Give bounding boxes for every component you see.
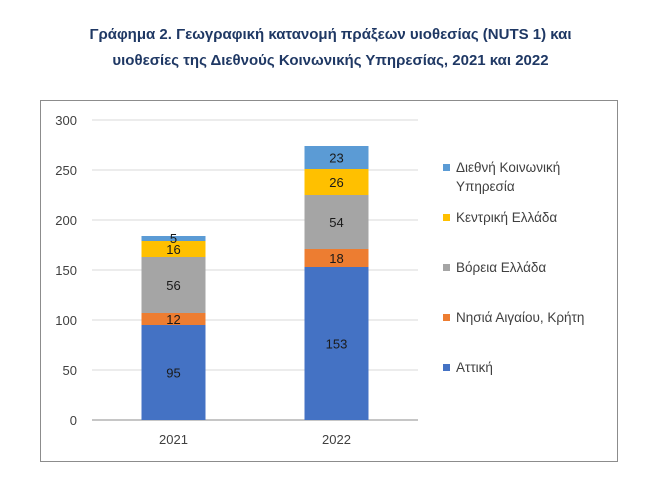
data-label: 5 [170, 231, 177, 246]
x-tick-label: 2021 [159, 432, 188, 447]
bar-segment [141, 241, 206, 257]
chart-title: Γράφημα 2. Γεωγραφική κατανομή πράξεων υ… [0, 22, 661, 74]
data-label: 153 [326, 337, 348, 352]
x-tick-label: 2022 [322, 432, 351, 447]
y-tick-label: 0 [70, 413, 77, 428]
y-tick-label: 200 [55, 213, 77, 228]
bar-segment [304, 249, 369, 267]
y-tick-label: 300 [55, 113, 77, 128]
bar-segment [304, 195, 369, 249]
data-label: 16 [166, 242, 180, 257]
chart-title-line-1: Γράφημα 2. Γεωγραφική κατανομή πράξεων υ… [89, 26, 572, 43]
chart-title-line-2: υιοθεσίες της Διεθνούς Κοινωνικής Υπηρεσ… [112, 52, 549, 69]
legend-swatch [443, 264, 450, 271]
y-tick-label: 50 [63, 363, 77, 378]
bar-segment [141, 325, 206, 420]
data-label: 54 [329, 215, 343, 230]
y-tick-label: 100 [55, 313, 77, 328]
bar-segment [304, 169, 369, 195]
legend-swatch [443, 314, 450, 321]
data-label: 56 [166, 278, 180, 293]
bar-segment [304, 267, 369, 420]
data-label: 26 [329, 175, 343, 190]
data-label: 12 [166, 312, 180, 327]
bar-segment [141, 236, 206, 241]
y-tick-label: 250 [55, 163, 77, 178]
legend-label: Βόρεια Ελλάδα [456, 260, 546, 275]
bar-segment [141, 313, 206, 325]
legend-label: Διεθνή Κοινωνική [456, 160, 560, 175]
legend-swatch [443, 164, 450, 171]
data-label: 95 [166, 366, 180, 381]
legend-label: Υπηρεσία [456, 179, 515, 194]
legend-swatch [443, 364, 450, 371]
bar-segment [304, 146, 369, 169]
chart-frame [40, 100, 618, 462]
legend-label: Αττική [456, 360, 493, 375]
legend-label: Νησιά Αιγαίου, Κρήτη [456, 310, 584, 325]
y-tick-label: 150 [55, 263, 77, 278]
data-label: 18 [329, 251, 343, 266]
data-label: 23 [329, 151, 343, 166]
legend-swatch [443, 214, 450, 221]
bar-segment [141, 257, 206, 313]
legend-label: Κεντρική Ελλάδα [456, 210, 557, 225]
